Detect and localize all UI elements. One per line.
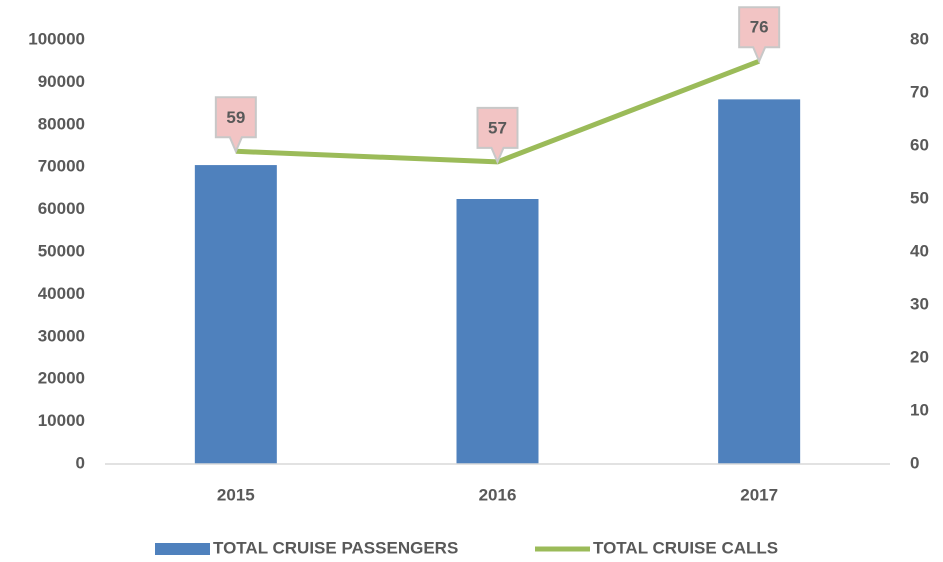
data-label-box	[738, 6, 781, 64]
data-label: 76	[750, 18, 769, 37]
data-label: 57	[488, 118, 507, 137]
y2-tick-label: 30	[910, 294, 929, 313]
legend-label: TOTAL CRUISE CALLS	[593, 538, 778, 557]
x-tick-label: 2015	[217, 485, 255, 504]
bar	[456, 199, 539, 464]
bar	[718, 99, 801, 465]
y-tick-label: 20000	[38, 369, 85, 388]
x-tick-label: 2016	[479, 485, 517, 504]
y-tick-label: 60000	[38, 199, 85, 218]
data-label-box	[476, 106, 519, 165]
y-tick-label: 50000	[38, 241, 85, 260]
y-tick-label: 0	[76, 453, 85, 472]
data-label: 59	[226, 108, 245, 127]
y2-tick-label: 50	[910, 188, 929, 207]
bar	[194, 165, 277, 464]
y-tick-label: 30000	[38, 326, 85, 345]
y-tick-label: 40000	[38, 284, 85, 303]
y-tick-label: 100000	[28, 29, 85, 48]
y-tick-label: 10000	[38, 411, 85, 430]
y2-tick-label: 20	[910, 347, 929, 366]
y2-tick-label: 80	[910, 29, 929, 48]
y2-tick-label: 60	[910, 135, 929, 154]
y2-tick-label: 10	[910, 400, 929, 419]
data-label-box	[214, 96, 257, 154]
y-tick-label: 90000	[38, 72, 85, 91]
legend-label: TOTAL CRUISE PASSENGERS	[213, 538, 458, 557]
legend-swatch	[155, 543, 210, 555]
y-tick-label: 80000	[38, 114, 85, 133]
y-tick-label: 70000	[38, 157, 85, 176]
y2-tick-label: 70	[910, 82, 929, 101]
y2-tick-label: 40	[910, 241, 929, 260]
y2-tick-label: 0	[910, 453, 919, 472]
x-tick-label: 2017	[740, 485, 778, 504]
